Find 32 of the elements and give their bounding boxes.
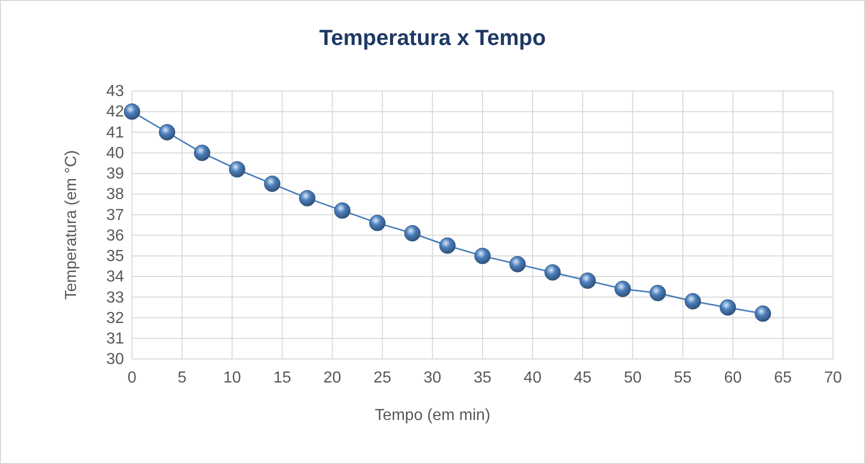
x-tick-label: 70 bbox=[824, 369, 842, 386]
y-tick-label: 41 bbox=[106, 124, 124, 142]
y-tick-label: 33 bbox=[106, 289, 124, 306]
y-tick-label: 40 bbox=[106, 144, 124, 162]
y-tick-label: 34 bbox=[106, 268, 124, 286]
y-tick-label: 39 bbox=[106, 166, 124, 183]
y-tick-label: 42 bbox=[106, 104, 124, 121]
x-tick-label: 10 bbox=[223, 369, 242, 386]
x-tick-label: 55 bbox=[674, 369, 692, 386]
x-tick-label: 45 bbox=[574, 369, 592, 386]
x-tick-label: 0 bbox=[128, 369, 137, 386]
y-axis-title: Temperatura (em °C) bbox=[63, 150, 80, 300]
x-tick-label: 50 bbox=[624, 369, 642, 386]
y-tick-label: 32 bbox=[106, 310, 124, 327]
y-tick-label: 35 bbox=[106, 248, 124, 266]
x-tick-label: 5 bbox=[178, 369, 187, 386]
x-tick-label: 25 bbox=[373, 369, 392, 386]
y-tick-label: 30 bbox=[106, 351, 124, 368]
chart-title: Temperatura x Tempo bbox=[319, 25, 546, 50]
x-tick-label: 15 bbox=[273, 369, 292, 386]
y-tick-label: 38 bbox=[106, 186, 124, 204]
x-tick-label: 40 bbox=[524, 369, 542, 386]
x-tick-label: 20 bbox=[323, 369, 342, 386]
y-tick-label: 31 bbox=[106, 330, 124, 348]
x-tick-label: 35 bbox=[474, 369, 492, 386]
x-tick-label: 65 bbox=[774, 369, 792, 386]
y-tick-label: 43 bbox=[106, 83, 124, 100]
x-axis-title: Tempo (em min) bbox=[374, 407, 490, 424]
y-tick-label: 36 bbox=[106, 227, 124, 244]
x-tick-label: 60 bbox=[724, 369, 742, 386]
y-tick-label: 37 bbox=[106, 206, 124, 224]
x-tick-label: 30 bbox=[424, 369, 442, 386]
